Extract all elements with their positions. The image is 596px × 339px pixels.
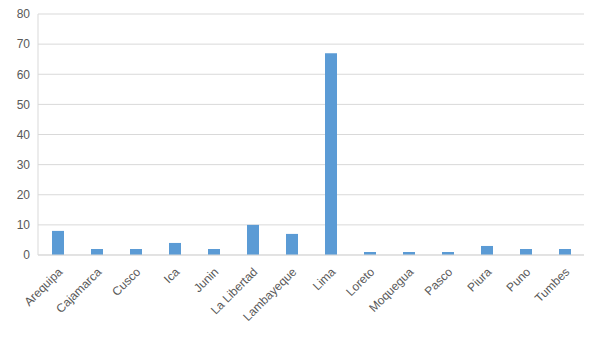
svg-text:Lambayeque: Lambayeque	[240, 265, 299, 324]
svg-text:80: 80	[17, 7, 31, 21]
svg-text:70: 70	[17, 37, 31, 51]
svg-text:Ica: Ica	[161, 265, 182, 286]
svg-text:50: 50	[17, 98, 31, 112]
svg-text:0: 0	[23, 248, 30, 262]
svg-text:Moquegua: Moquegua	[366, 265, 416, 315]
svg-text:Puno: Puno	[504, 265, 534, 295]
svg-text:Tumbes: Tumbes	[532, 265, 572, 305]
svg-text:Arequipa: Arequipa	[21, 264, 66, 309]
svg-text:Cusco: Cusco	[109, 265, 143, 299]
svg-text:Pasco: Pasco	[422, 265, 456, 299]
svg-text:Lima: Lima	[310, 265, 339, 294]
svg-text:Piura: Piura	[465, 265, 495, 295]
svg-text:Junin: Junin	[191, 265, 221, 295]
svg-text:Loreto: Loreto	[343, 265, 377, 299]
svg-text:Cajamarca: Cajamarca	[53, 265, 104, 316]
svg-text:30: 30	[17, 158, 31, 172]
svg-text:La Libertad: La Libertad	[207, 264, 261, 318]
svg-text:20: 20	[17, 188, 31, 202]
svg-text:60: 60	[17, 68, 31, 82]
svg-text:10: 10	[17, 218, 31, 232]
svg-text:40: 40	[17, 128, 31, 142]
